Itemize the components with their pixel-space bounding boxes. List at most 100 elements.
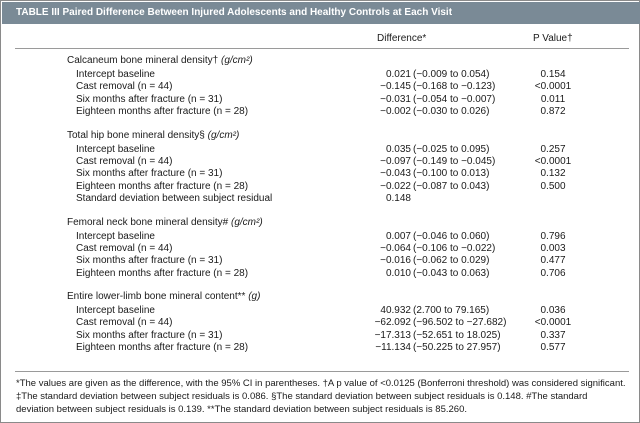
row-pvalue: 0.132: [540, 168, 566, 180]
row-label: Six months after fracture (n = 31): [76, 255, 223, 267]
row-pvalue: 0.011: [540, 93, 566, 105]
row-confidence-interval: (−50.225 to 27.957): [413, 342, 501, 354]
row-pvalue: <0.0001: [534, 81, 572, 93]
table-row: Cast removal (n = 44) −0.064 (−0.106 to −0…: [1, 243, 640, 255]
table-row: Standard deviation between subject resid…: [1, 193, 640, 205]
row-label: Eighteen months after fracture (n = 28): [76, 267, 249, 279]
row-difference: 0.021: [385, 69, 411, 80]
row-pvalue: 0.257: [540, 143, 566, 155]
section-unit: (g/cm²): [220, 55, 253, 66]
row-difference: 0.010: [385, 267, 411, 279]
section-unit: (g): [248, 291, 261, 303]
row-pvalue: 0.577: [540, 342, 566, 354]
row-confidence-interval: (−0.100 to 0.013): [413, 168, 490, 180]
row-label: Intercept baseline: [76, 230, 155, 242]
row-difference: 0.007: [385, 230, 411, 242]
table-row: Eighteen months after fracture (n = 28) −…: [1, 342, 640, 354]
table-row: Intercept baseline 0.007 (−0.046 to 0.060)…: [1, 231, 640, 243]
table-footnote: *The values are given as the difference,…: [16, 378, 626, 415]
column-header-difference: Difference*: [377, 33, 427, 44]
row-confidence-interval: (−0.043 to 0.063): [413, 267, 490, 279]
section-unit: (g/cm²): [230, 216, 263, 228]
table-row: Cast removal (n = 44) −0.145 (−0.168 to −0…: [1, 81, 640, 93]
row-label: Standard deviation between subject resid…: [76, 193, 273, 205]
row-pvalue: <0.0001: [534, 317, 572, 329]
row-pvalue: <0.0001: [534, 155, 572, 167]
row-confidence-interval: (−96.502 to −27.682): [413, 317, 507, 329]
row-pvalue: 0.003: [540, 242, 566, 254]
row-difference: −0.064: [380, 242, 411, 254]
row-difference: 0.035: [385, 143, 411, 155]
table-row: Intercept baseline 0.035 (−0.025 to 0.095)…: [1, 144, 640, 156]
row-label: Intercept baseline: [76, 143, 155, 155]
table-row: Six months after fracture (n = 31) −0.031…: [1, 94, 640, 106]
row-pvalue: 0.706: [540, 267, 566, 279]
table-row: Eighteen months after fracture (n = 28) −…: [1, 181, 640, 193]
row-difference: 0.148: [385, 193, 411, 205]
row-pvalue: 0.796: [540, 230, 566, 242]
column-header-pvalue: P Value†: [533, 33, 573, 44]
section-title-text: Entire lower-limb bone mineral content**: [67, 291, 246, 303]
row-pvalue: 0.036: [540, 305, 566, 317]
row-label: Six months after fracture (n = 31): [76, 168, 223, 180]
section-title-text: Total hip bone mineral density§: [67, 129, 205, 141]
row-difference: −0.016: [380, 255, 411, 267]
row-confidence-interval: (2.700 to 79.165): [413, 305, 490, 317]
row-difference: −0.097: [380, 155, 411, 167]
row-difference: −62.092: [374, 317, 411, 329]
row-label: Six months after fracture (n = 31): [76, 329, 223, 341]
row-label: Cast removal (n = 44): [76, 155, 173, 167]
row-confidence-interval: (−0.030 to 0.026): [413, 106, 490, 118]
table-section: Femoral neck bone mineral density# (g/cm…: [1, 217, 640, 281]
table-section: Total hip bone mineral density§ (g/cm²) I…: [1, 130, 640, 206]
row-confidence-interval: (−0.025 to 0.095): [413, 143, 490, 155]
row-difference: 40.932: [380, 305, 411, 317]
table-section: Calcaneum bone mineral density† (g/cm²) I…: [1, 55, 640, 119]
table-row: Cast removal (n = 44) −0.097 (−0.149 to −0…: [1, 156, 640, 168]
header-divider: [15, 48, 629, 49]
row-pvalue: 0.500: [540, 180, 566, 192]
table-row: Intercept baseline 40.932 (2.700 to 79.165…: [1, 305, 640, 317]
section-unit: (g/cm²): [207, 129, 240, 141]
row-confidence-interval: (−0.106 to −0.022): [413, 242, 496, 254]
row-label: Six months after fracture (n = 31): [76, 93, 223, 105]
table-title: TABLE III Paired Difference Between Inju…: [2, 2, 640, 24]
row-label: Intercept baseline: [76, 305, 155, 317]
section-title-text: Calcaneum bone mineral density†: [67, 55, 219, 66]
table-row: Six months after fracture (n = 31) −17.31…: [1, 330, 640, 342]
row-confidence-interval: (−0.009 to 0.054): [413, 69, 490, 80]
row-difference: −17.313: [374, 329, 411, 341]
row-confidence-interval: (−52.651 to 18.025): [413, 329, 501, 341]
row-label: Eighteen months after fracture (n = 28): [76, 180, 249, 192]
table-section: Entire lower-limb bone mineral content**…: [1, 291, 640, 355]
section-title: Femoral neck bone mineral density# (g/cm…: [1, 217, 640, 229]
row-label: Intercept baseline: [76, 69, 155, 80]
row-label: Cast removal (n = 44): [76, 317, 173, 329]
row-difference: −0.145: [380, 81, 411, 93]
row-confidence-interval: (−0.062 to 0.029): [413, 255, 490, 267]
row-difference: −0.022: [380, 180, 411, 192]
section-title: Calcaneum bone mineral density† (g/cm²): [1, 55, 640, 67]
row-label: Cast removal (n = 44): [76, 242, 173, 254]
row-confidence-interval: (−0.087 to 0.043): [413, 180, 490, 192]
row-difference: −0.043: [380, 168, 411, 180]
table-row: Eighteen months after fracture (n = 28) −…: [1, 106, 640, 118]
row-pvalue: 0.337: [540, 329, 566, 341]
footer-divider: [15, 371, 629, 372]
row-label: Cast removal (n = 44): [76, 81, 173, 93]
row-difference: −0.031: [380, 93, 411, 105]
section-title: Entire lower-limb bone mineral content**…: [1, 291, 640, 303]
row-difference: −11.134: [375, 342, 411, 354]
table-row: Eighteen months after fracture (n = 28) 0…: [1, 268, 640, 280]
table-row: Six months after fracture (n = 31) −0.016…: [1, 255, 640, 267]
row-pvalue: 0.154: [540, 69, 566, 80]
table-row: Intercept baseline 0.021 (−0.009 to 0.054)…: [1, 69, 640, 81]
row-pvalue: 0.872: [540, 106, 566, 118]
row-confidence-interval: (−0.054 to −0.007): [413, 93, 496, 105]
section-title: Total hip bone mineral density§ (g/cm²): [1, 130, 640, 142]
table-row: Cast removal (n = 44) −62.092 (−96.502 to …: [1, 317, 640, 329]
row-label: Eighteen months after fracture (n = 28): [76, 106, 249, 118]
row-difference: −0.002: [380, 106, 411, 118]
row-confidence-interval: (−0.168 to −0.123): [413, 81, 496, 93]
